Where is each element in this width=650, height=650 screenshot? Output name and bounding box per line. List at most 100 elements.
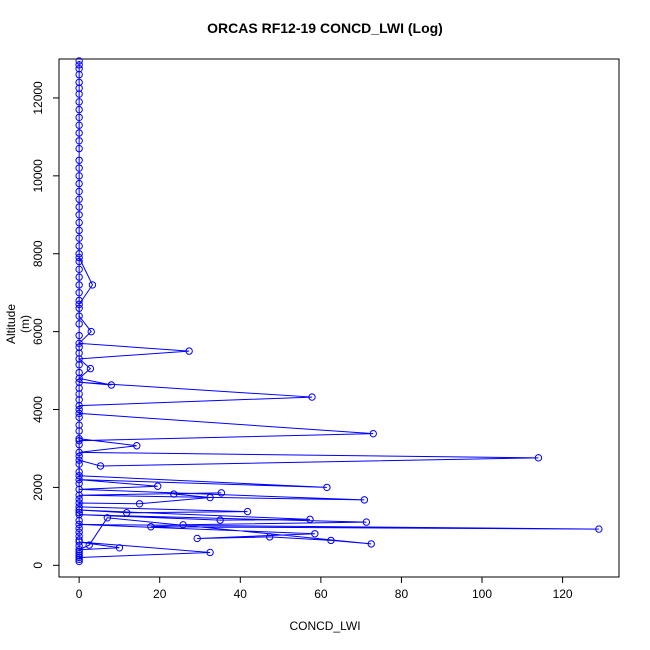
- plot-frame: [58, 58, 620, 578]
- data-point: [75, 195, 83, 203]
- data-point: [75, 536, 83, 544]
- chart-title: ORCAS RF12-19 CONCD_LWI (Log): [207, 20, 443, 36]
- data-point: [122, 509, 131, 517]
- data-point: [133, 442, 141, 450]
- data-point: [217, 489, 226, 497]
- data-point: [107, 381, 116, 389]
- data-point: [75, 164, 83, 172]
- data-point: [75, 113, 83, 122]
- data-point: [75, 555, 83, 564]
- data-point: [75, 495, 83, 503]
- data-point: [75, 368, 83, 377]
- data-point: [86, 364, 95, 373]
- data-point: [75, 524, 83, 533]
- data-point: [75, 421, 83, 429]
- data-point: [75, 510, 83, 519]
- data-point: [75, 503, 83, 511]
- data-point: [75, 320, 83, 328]
- data-point: [75, 396, 83, 404]
- data-point: [75, 516, 83, 525]
- y-tick-label: 12000: [31, 81, 45, 115]
- data-point: [75, 409, 83, 418]
- data-point: [75, 528, 83, 536]
- data-point: [75, 361, 83, 369]
- data-point: [75, 265, 83, 274]
- y-tick-label: 8000: [31, 240, 45, 267]
- data-point: [311, 530, 319, 538]
- data-point: [75, 65, 83, 73]
- data-point: [147, 523, 155, 531]
- data-point: [179, 521, 187, 529]
- data-point: [75, 312, 83, 320]
- x-tick-label: 60: [314, 587, 328, 601]
- data-point: [75, 296, 83, 305]
- data-point: [75, 542, 83, 550]
- data-point: [75, 343, 83, 351]
- data-point: [154, 482, 162, 490]
- data-point: [75, 257, 83, 266]
- data-point: [75, 472, 83, 480]
- data-point: [75, 538, 83, 546]
- data-point: [75, 203, 83, 211]
- data-series: [75, 57, 603, 566]
- x-tick-label: 100: [472, 587, 492, 601]
- data-point: [75, 436, 83, 445]
- data-point: [362, 518, 371, 526]
- data-point: [75, 70, 83, 79]
- data-point: [75, 281, 83, 289]
- y-tick-label: 10000: [31, 159, 45, 193]
- x-tick-label: 0: [76, 587, 83, 601]
- data-point: [75, 234, 83, 242]
- data-point: [96, 462, 105, 470]
- y-tick-label: 0: [31, 562, 45, 569]
- data-point: [75, 84, 83, 92]
- data-point: [88, 281, 97, 289]
- data-point: [75, 440, 83, 449]
- data-point: [75, 250, 83, 258]
- data-point: [367, 540, 375, 548]
- data-point: [206, 548, 214, 557]
- data-point: [306, 515, 314, 524]
- series-line: [77, 257, 599, 559]
- data-point: [75, 98, 83, 106]
- data-point: [193, 534, 201, 543]
- data-point: [323, 483, 331, 492]
- data-point: [75, 218, 83, 227]
- data-point: [75, 491, 83, 499]
- data-point: [75, 378, 83, 386]
- data-point: [75, 253, 83, 262]
- x-tick-label: 20: [153, 587, 167, 601]
- data-point: [75, 339, 83, 348]
- data-point: [216, 516, 224, 524]
- data-point: [75, 551, 83, 560]
- axes: 0 20 40 60 80 100 120 0 2000 4000 6000 8000 10000 120…: [31, 81, 573, 601]
- data-point: [327, 536, 335, 545]
- data-point: [75, 413, 83, 422]
- data-point: [75, 460, 83, 468]
- data-point: [75, 187, 83, 196]
- data-point: [115, 544, 124, 552]
- data-point: [185, 347, 193, 355]
- data-point: [75, 121, 83, 129]
- data-point: [75, 546, 83, 554]
- data-point: [75, 57, 83, 65]
- data-point: [75, 475, 83, 484]
- data-point: [206, 493, 214, 502]
- data-point: [75, 547, 83, 556]
- data-point: [75, 273, 83, 281]
- data-point: [75, 427, 83, 435]
- data-point: [75, 390, 83, 398]
- x-axis-label: CONCD_LWI: [289, 619, 361, 633]
- data-point: [75, 506, 83, 514]
- data-point: [75, 435, 83, 443]
- data-point: [75, 401, 83, 410]
- data-point: [534, 454, 543, 462]
- data-point: [75, 553, 83, 562]
- data-point: [135, 500, 144, 508]
- data-point: [103, 514, 112, 522]
- data-point: [75, 499, 83, 507]
- data-point: [75, 179, 83, 188]
- y-tick-label: 6000: [31, 318, 45, 345]
- data-point: [75, 485, 83, 494]
